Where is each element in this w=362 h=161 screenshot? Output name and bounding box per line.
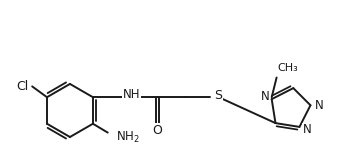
Text: N: N	[315, 99, 323, 112]
Text: NH$_2$: NH$_2$	[115, 130, 139, 145]
Text: CH₃: CH₃	[278, 63, 298, 73]
Text: O: O	[152, 124, 162, 137]
Text: NH: NH	[123, 88, 140, 101]
Text: N: N	[261, 90, 270, 103]
Text: N: N	[302, 123, 311, 136]
Text: S: S	[214, 89, 222, 102]
Text: Cl: Cl	[16, 80, 28, 93]
